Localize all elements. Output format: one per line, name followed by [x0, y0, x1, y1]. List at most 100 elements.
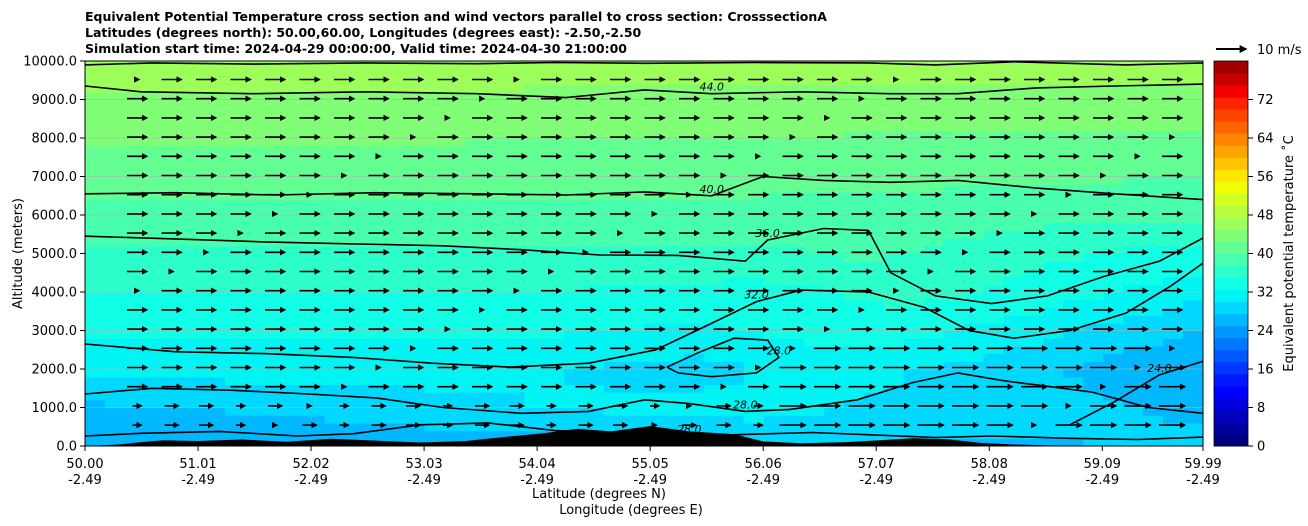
colorbar-segment: [1214, 337, 1248, 351]
field-cell: [663, 376, 685, 385]
field-cell: [224, 191, 246, 201]
field-cell: [504, 61, 525, 70]
field-cell: [464, 369, 485, 378]
field-cell: [723, 261, 745, 270]
field-cell: [823, 299, 845, 308]
field-cell: [204, 330, 226, 339]
field-cell: [1103, 353, 1124, 362]
field-cell: [883, 284, 905, 293]
field-cell: [683, 99, 705, 108]
field-cell: [883, 253, 905, 262]
field-cell: [703, 268, 725, 278]
field-cell: [1123, 430, 1144, 439]
field-cell: [504, 399, 525, 409]
x-tick-label-lon: -2.49: [294, 473, 328, 488]
field-cell: [184, 84, 206, 93]
field-cell: [484, 276, 505, 285]
field-cell: [544, 161, 565, 170]
field-cell: [324, 61, 346, 70]
field-cell: [883, 168, 905, 178]
field-cell: [644, 284, 665, 293]
field-cell: [743, 253, 765, 262]
field-cell: [524, 191, 545, 201]
field-cell: [424, 407, 445, 416]
field-cell: [823, 76, 845, 85]
field-cell: [783, 114, 805, 124]
field-cell: [1023, 268, 1044, 278]
field-cell: [564, 107, 585, 116]
field-cell: [983, 307, 1004, 316]
field-cell: [1083, 184, 1104, 193]
field-cell: [703, 238, 725, 247]
field-cell: [624, 176, 645, 185]
field-cell: [1183, 153, 1203, 162]
field-cell: [464, 330, 485, 339]
field-cell: [184, 361, 206, 370]
field-cell: [164, 76, 186, 85]
field-cell: [484, 253, 505, 262]
field-cell: [624, 376, 645, 385]
field-cell: [85, 315, 106, 324]
field-cell: [923, 91, 945, 101]
field-cell: [164, 245, 186, 255]
field-cell: [564, 122, 585, 131]
field-cell: [943, 107, 965, 116]
field-cell: [384, 353, 406, 362]
field-cell: [604, 61, 625, 70]
field-cell: [104, 207, 126, 216]
contour-label: 48.0: [632, 50, 657, 63]
field-cell: [144, 122, 166, 131]
chart-title-line-3: Simulation start time: 2024-04-29 00:00:…: [85, 41, 627, 56]
field-cell: [164, 114, 186, 124]
field-cell: [184, 114, 206, 124]
field-cell: [663, 207, 685, 216]
field-cell: [1103, 407, 1124, 416]
field-cell: [663, 322, 685, 332]
field-cell: [1023, 422, 1044, 432]
field-cell: [803, 261, 825, 270]
field-cell: [284, 161, 306, 170]
field-cell: [144, 130, 166, 139]
field-cell: [324, 145, 346, 154]
field-cell: [304, 315, 326, 324]
field-cell: [204, 184, 226, 193]
field-cell: [544, 76, 565, 85]
field-cell: [244, 345, 266, 355]
field-cell: [584, 114, 605, 124]
field-cell: [244, 392, 266, 401]
field-cell: [604, 207, 625, 216]
field-cell: [1003, 399, 1024, 409]
field-cell: [1143, 122, 1164, 131]
field-cell: [604, 222, 625, 231]
field-cell: [903, 284, 925, 293]
field-cell: [424, 153, 445, 162]
field-cell: [484, 153, 505, 162]
field-cell: [1143, 330, 1164, 339]
field-cell: [963, 107, 984, 116]
field-cell: [344, 399, 366, 409]
field-cell: [1123, 361, 1144, 370]
field-cell: [743, 345, 765, 355]
field-cell: [85, 261, 106, 270]
field-cell: [783, 384, 805, 393]
field-cell: [264, 276, 286, 285]
field-cell: [144, 392, 166, 401]
field-cell: [723, 76, 745, 85]
field-cell: [1083, 138, 1104, 147]
field-cell: [484, 384, 505, 393]
field-cell: [983, 145, 1004, 154]
field-cell: [883, 191, 905, 201]
field-cell: [584, 107, 605, 116]
field-cell: [584, 153, 605, 162]
field-cell: [1003, 438, 1024, 446]
field-cell: [1183, 207, 1203, 216]
field-cell: [803, 145, 825, 154]
field-cell: [244, 153, 266, 162]
field-cell: [484, 61, 505, 70]
wind-vectors: [127, 76, 1187, 429]
field-cell: [1143, 168, 1164, 178]
field-cell: [184, 107, 206, 116]
field-cell: [763, 407, 785, 416]
field-cell: [903, 399, 925, 409]
field-cell: [144, 430, 166, 439]
